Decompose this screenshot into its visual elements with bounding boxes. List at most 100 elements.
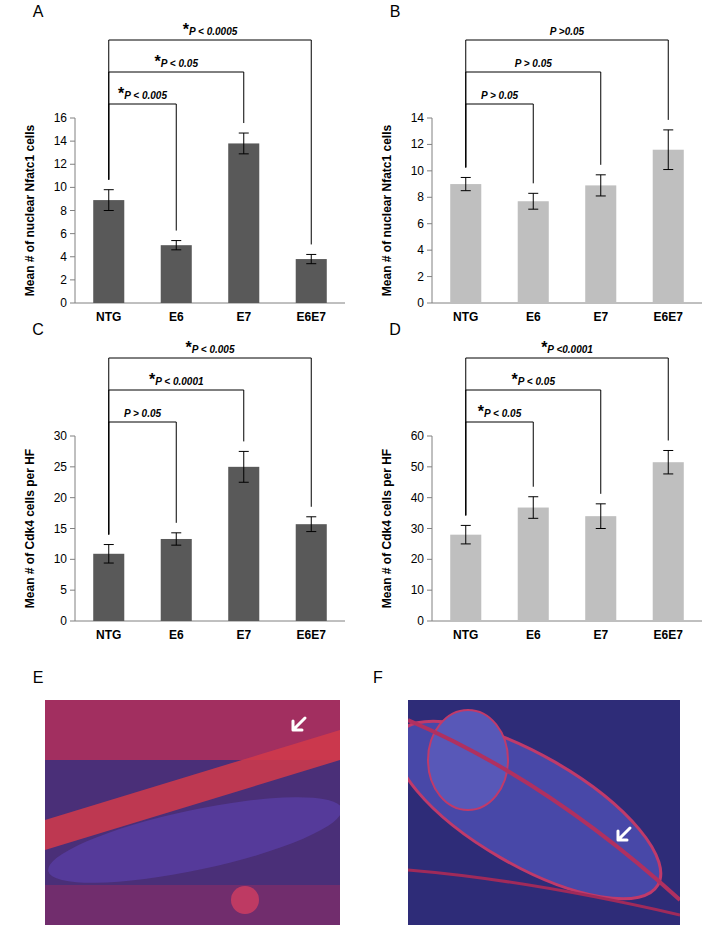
y-tick [70,497,75,498]
y-tick [427,250,432,251]
p-value: *P <0.0001 [541,339,593,356]
panel-label: B [390,3,401,20]
significance-bracket [109,104,177,231]
p-value: *P < 0.05 [478,403,522,420]
bar [296,259,327,303]
y-tick [427,590,432,591]
panel-label: E [33,669,44,686]
panel-label: F [373,669,383,686]
y-tick [70,303,75,304]
error-bar [596,175,606,196]
y-tick [70,187,75,188]
bar [93,554,124,621]
p-text: P < 0.005 [192,344,235,355]
x-tick-label: E6E7 [654,628,684,642]
arrow [618,828,630,840]
y-tick [427,559,432,560]
p-text: P < 0.0001 [155,376,204,387]
y-tick-label: 8 [417,190,424,204]
error-bar [596,504,606,529]
y-tick-label: 12 [411,137,425,151]
y-tick [427,621,432,622]
bar [93,200,124,303]
y-tick-label: 14 [54,134,68,148]
p-value: *P < 0.05 [512,371,556,388]
y-tick [427,197,432,198]
y-tick-label: 12 [54,157,68,171]
x-tick-label: E7 [236,628,251,642]
y-tick [70,118,75,119]
sheath [408,870,680,915]
p-value: P > 0.05 [124,408,162,419]
bar [450,535,481,621]
bar [161,539,192,621]
p-value: P > 0.05 [481,90,519,101]
y-tick-label: 30 [54,429,68,443]
x-tick-label: E6 [169,628,184,642]
significance-bracket [466,72,601,167]
x-tick-label: NTG [96,310,121,324]
x-tick-label: E7 [593,628,608,642]
follicle-bulb [428,710,508,810]
significance-bracket [466,358,669,515]
y-axis-label: Mean # of nuclear Nfatc1 cells [380,124,394,296]
p-value: *P < 0.0001 [149,371,204,388]
p-value: *P < 0.005 [118,85,167,102]
significance-bracket [109,358,312,535]
y-axis-label: Mean # of Cdk4 cells per HF [23,449,37,608]
bar [228,143,259,303]
p-text: P > 0.05 [481,90,519,101]
x-tick-label: NTG [453,310,478,324]
y-tick-label: 0 [60,296,67,310]
y-tick-label: 8 [60,204,67,218]
y-tick-label: 0 [417,614,424,628]
p-text: P <0.0001 [547,344,593,355]
y-tick-label: 14 [411,111,425,125]
x-tick-label: E6 [526,628,541,642]
y-tick-label: 10 [54,552,68,566]
error-bar [306,254,316,263]
y-tick-label: 6 [60,227,67,241]
significance-bracket [466,40,669,167]
significance-bracket [466,390,601,515]
y-tick-label: 2 [60,273,67,287]
error-bar [461,177,471,190]
y-tick-label: 10 [411,583,425,597]
y-tick-label: 60 [411,429,425,443]
micrograph [408,700,680,925]
y-tick [70,279,75,280]
x-tick-label: E6E7 [297,628,327,642]
tissue [45,885,340,925]
y-tick-label: 20 [411,552,425,566]
x-tick-label: NTG [96,628,121,642]
follicle [408,700,680,925]
y-tick-label: 5 [60,583,67,597]
y-tick [427,170,432,171]
error-bar [239,451,249,482]
p-value: *P < 0.005 [186,339,235,356]
y-tick [427,528,432,529]
error-bar [171,533,181,545]
arrow [293,718,305,730]
y-tick-label: 50 [411,460,425,474]
p-text: P > 0.05 [515,58,553,69]
y-tick [427,223,432,224]
y-tick [427,144,432,145]
bar [296,524,327,621]
y-tick [70,233,75,234]
bar [518,201,549,303]
y-tick [70,466,75,467]
y-axis-label: Mean # of nuclear Nfatc1 cells [23,124,37,296]
y-tick-label: 40 [411,491,425,505]
y-tick-label: 0 [60,614,67,628]
y-tick [427,497,432,498]
y-tick [427,276,432,277]
significance-bracket [466,104,534,183]
spot [231,886,259,914]
significance-bracket [109,390,244,535]
error-bar [461,525,471,544]
error-bar [663,130,673,170]
p-value: P >0.05 [550,26,585,37]
y-tick [70,164,75,165]
significance-bracket [109,40,312,244]
